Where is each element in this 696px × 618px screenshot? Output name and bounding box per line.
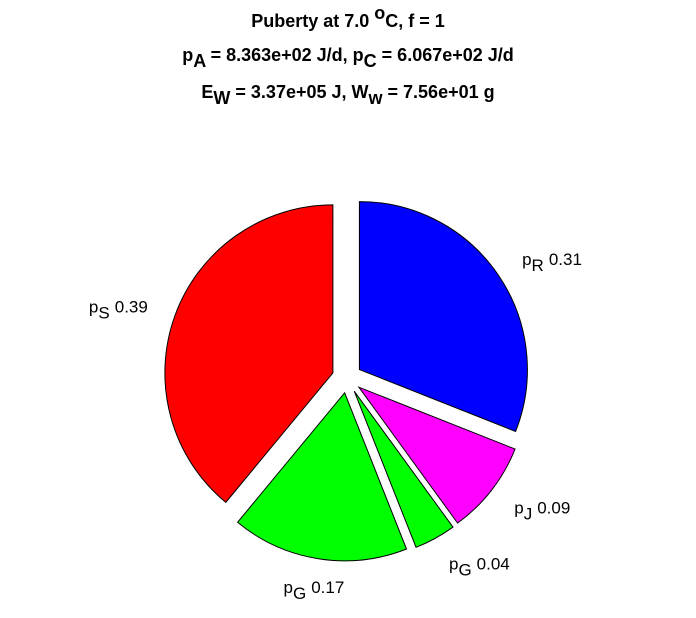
chart-title: pA = 8.363e+02 J/d, pC = 6.067e+02 J/d: [182, 45, 514, 71]
title-segment: w: [368, 88, 384, 108]
slice-symbol: p: [283, 578, 292, 597]
slice-value: 0.31: [549, 250, 582, 269]
slice-subscript: R: [532, 256, 544, 275]
chart-title: Puberty at 7.0 oC, f = 1: [251, 3, 445, 31]
title-segment: = 6.067e+02 J/d: [377, 45, 514, 65]
slice-label: pG 0.17: [283, 578, 344, 603]
pie-slice: [357, 386, 516, 524]
slice-symbol: p: [449, 554, 458, 573]
slice-subscript: G: [293, 584, 306, 603]
title-segment: = 3.37e+05 J, W: [230, 82, 368, 102]
slice-value: 0.04: [477, 554, 510, 573]
pie-slice: [353, 390, 454, 548]
title-segment: o: [374, 3, 385, 23]
slice-value: 0.39: [115, 297, 148, 316]
pie-slice: [236, 391, 408, 562]
title-segment: p: [182, 45, 193, 65]
slice-label: pR 0.31: [522, 250, 582, 275]
slice-subscript: G: [458, 560, 471, 579]
pie-slice: [358, 201, 528, 433]
slice-label: pJ 0.09: [514, 499, 570, 524]
title-segment: A: [193, 51, 206, 71]
slice-label: pG 0.04: [449, 554, 510, 579]
slice-symbol: p: [522, 250, 531, 269]
slice-symbol: p: [514, 499, 523, 518]
title-segment: E: [201, 82, 213, 102]
title-segment: C: [364, 51, 377, 71]
slice-subscript: J: [524, 505, 533, 524]
title-segment: W: [213, 88, 230, 108]
title-segment: C, f = 1: [385, 11, 445, 31]
slice-value: 0.09: [537, 499, 570, 518]
title-segment: = 8.363e+02 J/d, p: [206, 45, 364, 65]
chart-title: EW = 3.37e+05 J, Ww = 7.56e+01 g: [201, 82, 494, 108]
slice-symbol: p: [89, 297, 98, 316]
pie-slice: [164, 204, 334, 504]
title-segment: = 7.56e+01 g: [383, 82, 495, 102]
slice-value: 0.17: [311, 578, 344, 597]
title-segment: Puberty at 7.0: [251, 11, 374, 31]
slice-label: pS 0.39: [89, 297, 148, 322]
slice-subscript: S: [98, 303, 109, 322]
